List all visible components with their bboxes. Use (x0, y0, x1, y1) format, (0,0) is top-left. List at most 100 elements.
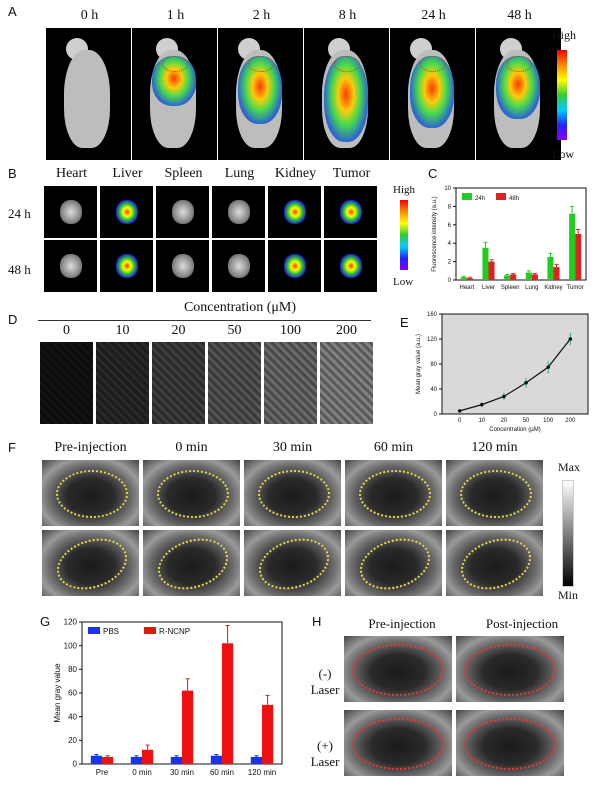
panel-g-chart: 0 20 40 60 80 100 120 Pre 0 min 30 min 60 min 120 m… (53, 618, 283, 777)
panel-label-e: E (400, 315, 409, 330)
panel-f-time-label: 0 min (175, 440, 208, 455)
mouse-image (46, 28, 131, 160)
x-tick-label: Kidney (544, 285, 562, 291)
organ-signal (340, 254, 362, 278)
ultrasound-image (143, 460, 240, 526)
ultrasound-image (42, 530, 139, 596)
phantom-image (208, 342, 261, 424)
panel-b-organ-label: Heart (55, 166, 88, 181)
tumor-outline (56, 470, 128, 518)
phantom-image (40, 342, 93, 424)
panel-b-colorbar (400, 200, 408, 270)
panel-b-organ-label: Kidney (274, 166, 317, 181)
x-tick-label: Spleen (501, 285, 520, 291)
bar (466, 278, 473, 280)
organ-image (212, 240, 265, 292)
tumor-outline (151, 530, 235, 596)
panel-a-time-label: 0 h (80, 8, 99, 23)
data-point (457, 409, 462, 413)
panel-b-colorbar-high: High (393, 184, 415, 196)
legend-label: PBS (103, 627, 119, 636)
x-tick-label: 50 (523, 418, 530, 424)
panel-f-time-label: 60 min (373, 440, 414, 455)
x-tick-label: 120 min (248, 768, 276, 777)
panel-h-row2-laser: Laser (310, 754, 340, 769)
organ-signal (284, 200, 306, 224)
organ-image (44, 186, 97, 238)
plot-frame (455, 187, 587, 281)
panel-a-colorbar-high: High (552, 28, 576, 42)
bar (182, 690, 194, 764)
tumor-outline (454, 530, 538, 596)
y-tick-label: 20 (68, 736, 77, 745)
x-tick-label: 20 (501, 418, 508, 424)
ultrasound-image (456, 636, 564, 702)
panel-f-colorbar-max: Max (558, 460, 580, 474)
legend-swatch (496, 193, 506, 200)
y-axis-label: Mean gray value (53, 663, 62, 723)
y-tick-label: 40 (68, 712, 77, 721)
bar (482, 247, 489, 280)
panel-h-row1-sign: (-) (318, 666, 332, 681)
ultrasound-image (345, 460, 442, 526)
y-tick-label: 120 (64, 618, 78, 627)
y-tick-label: 80 (430, 362, 437, 368)
panel-f-time-label: 120 min (471, 440, 518, 455)
legend-label: R-NCNP (159, 627, 190, 636)
panel-b-organ-label: Tumor (332, 166, 371, 181)
panel-h-row2-sign: (+) (317, 738, 333, 753)
bar (142, 749, 154, 764)
bar (553, 267, 560, 280)
panel-b-organ-label: Liver (112, 166, 143, 181)
panel-d-concentration-label: 0 (63, 323, 70, 338)
x-axis-label: Concentration (μM) (489, 427, 540, 433)
panel-d-concentration-label: 200 (336, 323, 357, 338)
x-tick-label: 0 min (132, 768, 152, 777)
tumor-outline (258, 470, 330, 518)
data-point (546, 365, 550, 369)
organ-image (212, 186, 265, 238)
tumor-outline (252, 530, 336, 596)
organ-signal (172, 200, 194, 224)
panel-a-colorbar (557, 50, 567, 140)
organ-signal (340, 200, 362, 224)
panel-b-colorbar-low: Low (393, 276, 414, 288)
bar (262, 704, 274, 764)
tumor-outline (157, 470, 229, 518)
mouse-body (64, 50, 110, 148)
ultrasound-image (345, 530, 442, 596)
bar (547, 257, 554, 280)
panel-a-time-label: 8 h (338, 8, 357, 23)
organ-signal (116, 254, 138, 278)
legend-swatch (144, 627, 156, 634)
data-point (568, 337, 573, 341)
panel-b-organ-label: Lung (224, 166, 255, 181)
organ-image (156, 186, 209, 238)
panel-a-colorbar-low: Low (552, 147, 574, 161)
organ-image (324, 186, 377, 238)
panel-f-colorbar (562, 480, 574, 587)
y-tick-label: 0 (448, 278, 452, 284)
panel-d-concentration-label: 50 (227, 323, 242, 338)
tumor-outline (50, 530, 134, 596)
phantom-image (320, 342, 373, 424)
panel-a-time-label: 48 h (507, 8, 532, 23)
data-point (502, 394, 506, 399)
bar (90, 755, 102, 764)
organ-signal (116, 200, 138, 224)
ultrasound-image (244, 530, 341, 596)
tumor-outline (359, 470, 431, 518)
panel-a-time-label: 24 h (421, 8, 446, 23)
panel-b-organ-label: Spleen (164, 166, 203, 181)
bar (569, 213, 576, 280)
panel-e-chart: 0 40 80 120 160 0 10 20 50 100 200 Concentration (μ… (416, 312, 589, 433)
organ-signal (60, 254, 82, 278)
bar (525, 272, 532, 280)
mouse-image (476, 28, 561, 160)
x-tick-label: Heart (459, 285, 474, 291)
x-tick-label: 30 min (170, 768, 194, 777)
y-tick-label: 8 (448, 204, 452, 210)
panel-d-concentration-label: 10 (115, 323, 130, 338)
tumor-outline (464, 718, 556, 770)
y-tick-label: 120 (427, 337, 438, 343)
